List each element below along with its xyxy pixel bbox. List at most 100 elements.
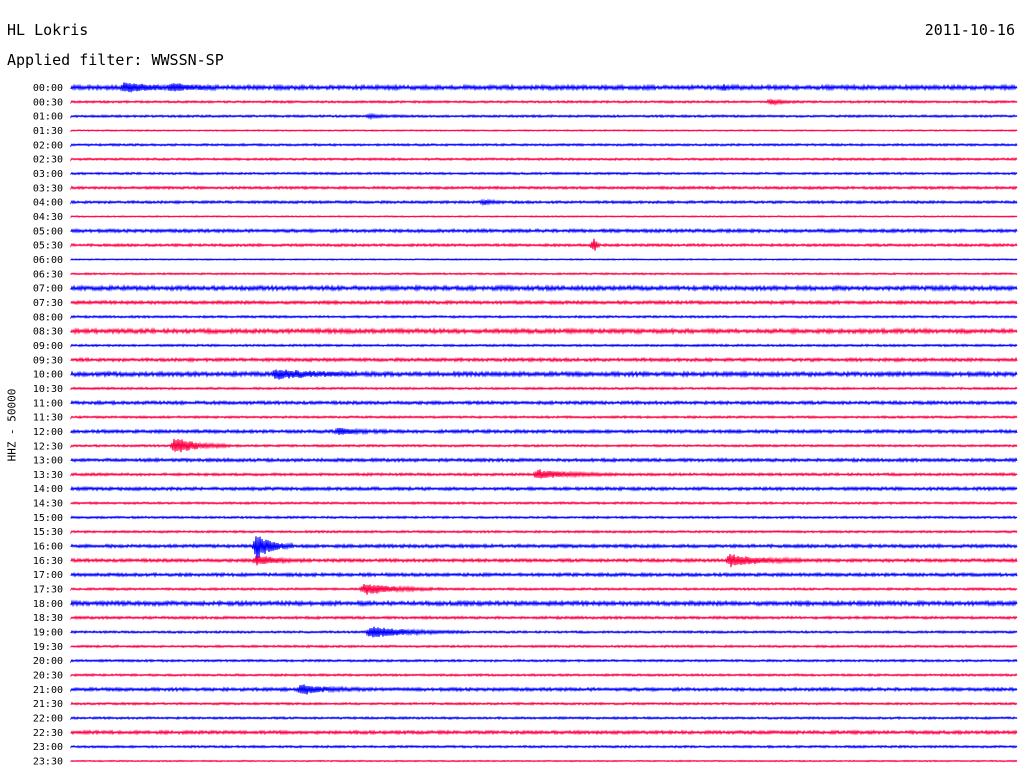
trace-2200 — [70, 715, 1018, 721]
trace-0000 — [70, 82, 1018, 93]
row-time-label: 07:30 — [33, 298, 63, 309]
record-date: 2011-10-16 — [924, 21, 1015, 39]
trace-2230 — [70, 729, 1018, 736]
trace-2030 — [70, 672, 1018, 678]
row-time-label: 12:00 — [33, 427, 63, 438]
row-time-label: 20:00 — [33, 656, 63, 667]
trace-1230 — [70, 438, 1018, 453]
trace-1030 — [70, 386, 1018, 391]
row-time-label: 03:00 — [33, 169, 63, 180]
trace-1500 — [70, 515, 1018, 520]
row-time-label: 17:30 — [33, 585, 63, 596]
row-time-label: 05:00 — [33, 226, 63, 237]
trace-group — [70, 82, 1018, 763]
trace-0700 — [70, 283, 1018, 293]
row-time-label: 14:30 — [33, 499, 63, 510]
trace-0300 — [70, 171, 1018, 176]
trace-0730 — [70, 299, 1018, 306]
row-time-label: 06:30 — [33, 269, 63, 280]
row-time-label: 16:00 — [33, 542, 63, 553]
trace-1600 — [70, 536, 1018, 560]
trace-1900 — [70, 626, 1018, 638]
row-time-label: 08:30 — [33, 327, 63, 338]
trace-0830 — [70, 326, 1018, 336]
row-time-label: 22:30 — [33, 728, 63, 739]
row-time-label: 01:00 — [33, 112, 63, 123]
row-time-label: 04:30 — [33, 212, 63, 223]
row-time-label: 09:00 — [33, 341, 63, 352]
tick-label-group: 00:00 00:30 01:00 01:30 02:00 02:30 03:00 03:30… — [33, 83, 63, 768]
trace-0430 — [70, 215, 1018, 219]
trace-1300 — [70, 456, 1018, 464]
row-time-label: 18:30 — [33, 613, 63, 624]
trace-0930 — [70, 356, 1018, 363]
trace-1700 — [70, 571, 1018, 578]
trace-0500 — [70, 227, 1018, 234]
row-time-label: 07:00 — [33, 284, 63, 295]
row-time-label: 10:00 — [33, 370, 63, 381]
trace-0530 — [70, 238, 1018, 251]
trace-1200 — [70, 427, 1018, 436]
trace-1930 — [70, 644, 1018, 649]
trace-1430 — [70, 500, 1018, 506]
trace-1100 — [70, 399, 1018, 406]
trace-2300 — [70, 744, 1018, 749]
row-time-label: 21:30 — [33, 699, 63, 710]
row-time-label: 19:00 — [33, 628, 63, 639]
row-time-label: 11:00 — [33, 398, 63, 409]
trace-0330 — [70, 185, 1018, 191]
trace-2100 — [70, 684, 1018, 695]
row-time-label: 14:00 — [33, 484, 63, 495]
row-time-label: 15:00 — [33, 513, 63, 524]
trace-0400 — [70, 198, 1018, 207]
trace-0030 — [70, 98, 1018, 107]
row-time-label: 16:30 — [33, 556, 63, 567]
trace-1330 — [70, 469, 1018, 479]
row-time-label: 02:00 — [33, 140, 63, 151]
row-time-label: 03:30 — [33, 183, 63, 194]
row-time-label: 08:00 — [33, 312, 63, 323]
row-time-label: 20:30 — [33, 671, 63, 682]
trace-0130 — [70, 129, 1018, 133]
station-name: HL Lokris — [7, 21, 89, 39]
trace-1400 — [70, 485, 1018, 492]
row-time-label: 19:30 — [33, 642, 63, 653]
row-time-label: 15:30 — [33, 527, 63, 538]
trace-1830 — [70, 615, 1018, 621]
row-time-label: 10:30 — [33, 384, 63, 395]
trace-1000 — [70, 369, 1018, 380]
row-time-label: 23:30 — [33, 757, 63, 768]
trace-0600 — [70, 258, 1018, 261]
row-time-label: 13:30 — [33, 470, 63, 481]
row-time-label: 05:30 — [33, 241, 63, 252]
row-time-label: 01:30 — [33, 126, 63, 137]
row-time-label: 06:00 — [33, 255, 63, 266]
row-time-label: 09:30 — [33, 355, 63, 366]
trace-2330 — [70, 759, 1018, 763]
row-time-label: 13:00 — [33, 456, 63, 467]
trace-2130 — [70, 701, 1018, 706]
trace-1630 — [70, 553, 1018, 568]
trace-1130 — [70, 414, 1018, 420]
trace-1730 — [70, 583, 1018, 595]
row-time-label: 00:00 — [33, 83, 63, 94]
row-time-label: 21:00 — [33, 685, 63, 696]
trace-0800 — [70, 314, 1018, 320]
trace-1530 — [70, 529, 1018, 535]
row-time-label: 17:00 — [33, 570, 63, 581]
trace-1800 — [70, 599, 1018, 608]
row-time-label: 11:30 — [33, 413, 63, 424]
trace-0900 — [70, 343, 1018, 348]
row-time-label: 12:30 — [33, 441, 63, 452]
trace-0230 — [70, 156, 1018, 162]
trace-0630 — [70, 271, 1018, 276]
trace-0200 — [70, 142, 1018, 148]
row-time-label: 23:00 — [33, 742, 63, 753]
row-time-label: 22:00 — [33, 714, 63, 725]
row-time-label: 02:30 — [33, 155, 63, 166]
applied-filter: Applied filter: WWSSN-SP — [7, 51, 224, 69]
row-time-label: 00:30 — [33, 97, 63, 108]
row-time-label: 18:00 — [33, 599, 63, 610]
trace-2000 — [70, 658, 1018, 664]
